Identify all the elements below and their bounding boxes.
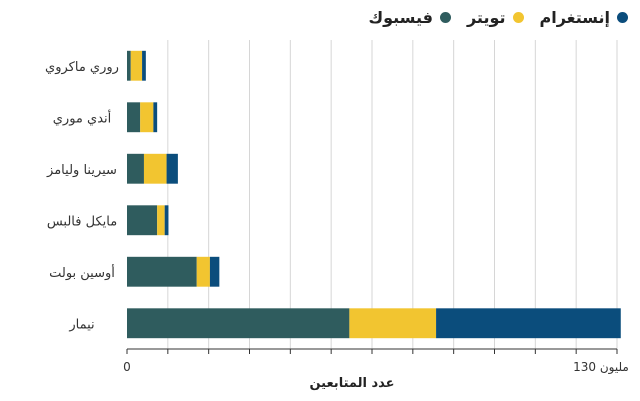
bar-segment-twitter-4: [196, 256, 210, 287]
x-axis-ticks: [126, 349, 618, 354]
bar-segment-facebook-0: [127, 50, 131, 81]
bar-segment-instagram-0: [142, 50, 146, 81]
legend-dot-instagram: [617, 12, 628, 23]
bar-segment-instagram-3: [164, 205, 169, 236]
legend-label-facebook: فيسبوك: [368, 8, 433, 27]
legend-item-facebook: فيسبوك: [368, 8, 451, 27]
category-label: أوسين بولت: [49, 264, 115, 281]
grid-layer: [167, 40, 618, 349]
bar-segment-instagram-2: [166, 153, 178, 184]
bar-segment-twitter-0: [130, 50, 143, 81]
bar-segment-facebook-4: [127, 256, 197, 287]
legend: إنستغرام تويتر فيسبوك: [368, 8, 628, 27]
bar-segment-instagram-5: [436, 308, 621, 339]
bar-segment-twitter-5: [349, 308, 437, 339]
category-label: سيرينا وليامز: [46, 163, 117, 178]
bar-segment-instagram-1: [153, 102, 158, 133]
bars-layer: [127, 50, 621, 339]
legend-dot-twitter: [512, 12, 524, 23]
x-axis-title: عدد المتابعين: [309, 376, 394, 391]
bar-segment-facebook-1: [127, 102, 141, 133]
category-label: مايكل فالبس: [47, 214, 117, 229]
legend-label-instagram: إنستغرام: [539, 8, 611, 27]
legend-item-instagram: إنستغرام: [539, 8, 628, 27]
legend-dot-facebook: [439, 12, 451, 23]
bar-segment-facebook-3: [127, 205, 158, 236]
x-tick-label-end: مليون 130: [573, 360, 629, 375]
bar-segment-twitter-2: [143, 153, 167, 184]
legend-item-twitter: تويتر: [467, 8, 524, 27]
x-tick-label-start: 0: [123, 360, 131, 374]
category-label: أندي موري: [53, 109, 112, 126]
bar-segment-facebook-2: [127, 153, 144, 184]
bar-segment-twitter-3: [157, 205, 165, 236]
category-label: روري ماكروي: [45, 60, 119, 75]
category-label: نيمار: [68, 317, 94, 332]
bar-segment-instagram-4: [209, 256, 220, 287]
bar-segment-twitter-1: [140, 102, 154, 133]
bar-segment-facebook-5: [127, 308, 350, 339]
category-labels: روري ماكروي أندي موري سيرينا وليامز مايكل ف…: [45, 60, 119, 333]
legend-label-twitter: تويتر: [466, 8, 506, 27]
